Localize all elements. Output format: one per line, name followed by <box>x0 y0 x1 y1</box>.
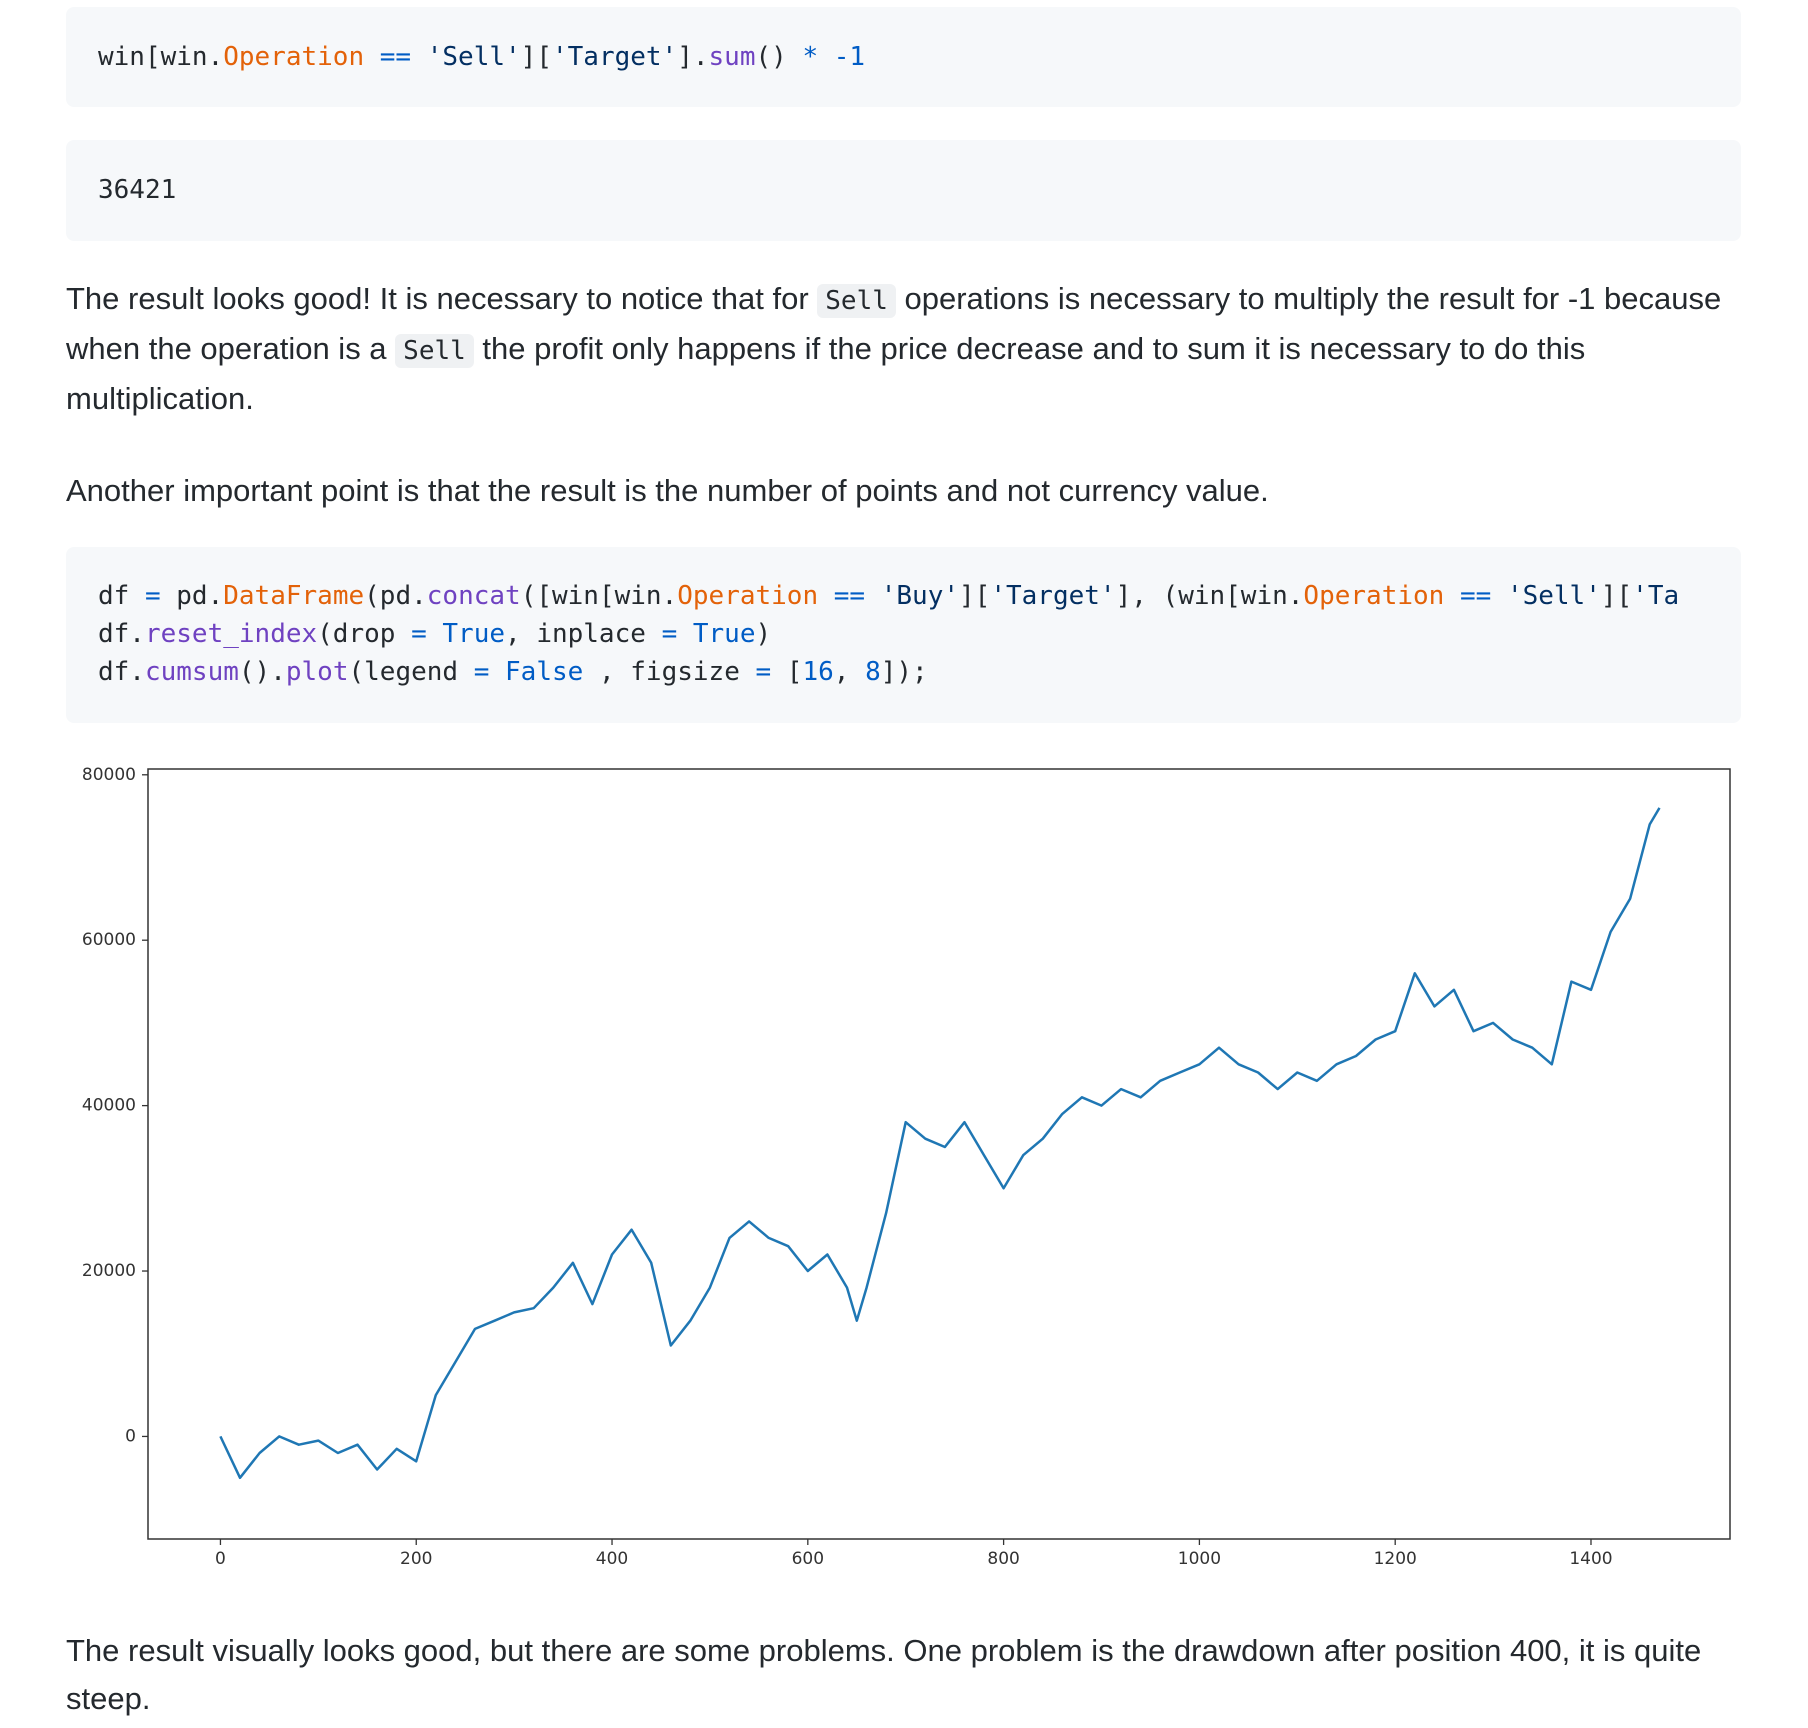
plot-frame <box>147 768 1731 1540</box>
code-token: , <box>833 657 866 687</box>
code-token: Operation <box>677 581 819 611</box>
code-token: ][ <box>959 581 991 611</box>
code-line: 36421 <box>98 171 1741 209</box>
code-token: False <box>505 657 584 687</box>
x-tick-label: 200 <box>400 1549 432 1569</box>
code-token: == <box>1459 581 1492 611</box>
x-tick-label: 0 <box>215 1549 226 1569</box>
code-token <box>818 581 834 611</box>
code-token <box>865 581 881 611</box>
code-token: = <box>755 657 772 687</box>
code-token: [ <box>771 657 803 687</box>
code-block: win[win.Operation == 'Sell']['Target'].s… <box>66 7 1741 107</box>
code-token: plot <box>285 657 349 687</box>
code-token: ]. <box>677 42 709 72</box>
code-token: = <box>473 657 490 687</box>
code-token: == <box>379 42 412 72</box>
y-tick-label: 0 <box>125 1426 136 1446</box>
x-tick-label: 1200 <box>1374 1549 1417 1569</box>
chart: 0 20000 40000 60000 80000 0 200 400 600 800 1000 12… <box>82 765 1731 1569</box>
text: The result visually looks good, but ther… <box>66 1633 1702 1716</box>
x-tick-label: 400 <box>596 1549 628 1569</box>
code-token: ) <box>755 619 772 649</box>
code-token: (). <box>238 657 286 687</box>
code-token: , figsize <box>583 657 756 687</box>
code-token: reset_index <box>144 619 318 649</box>
code-token <box>364 42 380 72</box>
code-token: pd. <box>160 581 224 611</box>
text: operations is necessary to multiply the … <box>66 281 1722 366</box>
code-token: = <box>661 619 678 649</box>
x-tick-label: 800 <box>987 1549 1019 1569</box>
code-line: df.reset_index(drop = True, inplace = Tr… <box>98 615 1741 653</box>
code-token: True <box>692 619 756 649</box>
code-token: df. <box>98 619 145 649</box>
code-token: df. <box>98 657 145 687</box>
y-tick-label: 60000 <box>82 930 136 950</box>
code-token <box>427 619 443 649</box>
code-token: 16 <box>802 657 834 687</box>
code-token <box>1491 581 1507 611</box>
code-token: 'Target' <box>990 581 1116 611</box>
output-block: 36421 <box>66 140 1741 241</box>
code-token: win[win. <box>98 42 224 72</box>
inline-code: Sell <box>817 284 896 318</box>
y-tick-label: 20000 <box>82 1261 136 1281</box>
code-token <box>677 619 693 649</box>
code-token: 36421 <box>98 175 177 205</box>
code-token: Operation <box>223 42 365 72</box>
code-token: ], (win[win. <box>1115 581 1304 611</box>
paragraph: Another important point is that the resu… <box>66 467 1746 515</box>
code-token: ][ <box>520 42 552 72</box>
inline-code: Sell <box>395 334 474 368</box>
x-tick-label: 1000 <box>1178 1549 1221 1569</box>
code-token: (legend <box>348 657 474 687</box>
code-line: df = pd.DataFrame(pd.concat([win[win.Ope… <box>98 577 1741 615</box>
code-line: win[win.Operation == 'Sell']['Target'].s… <box>98 38 1741 76</box>
code-token: concat <box>426 581 521 611</box>
x-tick-label: 600 <box>792 1549 824 1569</box>
series-line <box>219 807 1661 1480</box>
code-block: df = pd.DataFrame(pd.concat([win[win.Ope… <box>66 547 1741 723</box>
code-token: = <box>411 619 427 649</box>
text: Another important point is that the resu… <box>66 473 1269 508</box>
code-token: * -1 <box>802 42 866 72</box>
paragraph: The result looks good! It is necessary t… <box>66 275 1746 423</box>
code-token: cumsum <box>144 657 239 687</box>
code-token: df <box>98 581 145 611</box>
code-token: () <box>755 42 803 72</box>
code-token <box>411 42 427 72</box>
code-token: ][ <box>1600 581 1633 611</box>
y-tick-label: 40000 <box>82 1096 136 1116</box>
paragraph: The result visually looks good, but ther… <box>66 1627 1726 1723</box>
code-token: (drop <box>317 619 412 649</box>
code-token: ]); <box>880 657 928 687</box>
code-token: sum <box>708 42 756 72</box>
code-token: 'Target' <box>551 42 678 72</box>
text: the profit only happens if the price dec… <box>66 331 1586 416</box>
code-token: 'Ta <box>1632 581 1680 611</box>
code-line: df.cumsum().plot(legend = False , figsiz… <box>98 653 1741 691</box>
code-token: , inplace <box>505 619 662 649</box>
code-token: == <box>833 581 866 611</box>
code-token: 'Sell' <box>426 42 521 72</box>
code-token: (pd. <box>364 581 427 611</box>
y-tick-label: 80000 <box>82 765 136 785</box>
text: The result looks good! It is necessary t… <box>66 281 818 316</box>
code-token: 8 <box>865 657 881 687</box>
code-token: DataFrame <box>223 581 365 611</box>
code-token <box>489 657 505 687</box>
code-token: = <box>144 581 161 611</box>
code-token <box>1444 581 1460 611</box>
code-token: True <box>442 619 506 649</box>
x-tick-label: 1400 <box>1569 1549 1612 1569</box>
code-token: 'Buy' <box>880 581 960 611</box>
code-token: Operation <box>1303 581 1445 611</box>
code-token: 'Sell' <box>1506 581 1601 611</box>
code-token: ([win[win. <box>520 581 678 611</box>
